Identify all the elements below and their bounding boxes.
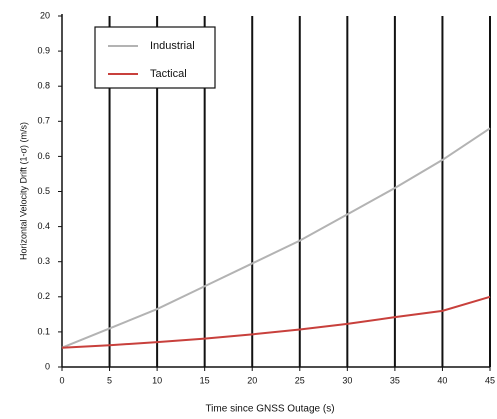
x-tick-label: 45 [485, 375, 495, 385]
x-tick-label: 15 [200, 375, 210, 385]
legend-box [94, 26, 216, 89]
y-tick-label: 0.2 [37, 291, 50, 301]
y-tick-label: 0.3 [37, 256, 50, 266]
y-tick-label: 0.1 [37, 326, 50, 336]
y-tick-label: 0.6 [37, 151, 50, 161]
y-tick-label: 0.8 [37, 81, 50, 91]
x-axis-title: Time since GNSS Outage (s) [205, 404, 334, 415]
y-tick-label: 0.7 [37, 116, 50, 126]
y-tick-label: 0.5 [37, 186, 50, 196]
x-tick-label: 20 [247, 375, 257, 385]
x-tick-label: 5 [107, 375, 112, 385]
y-tick-label: 0 [45, 361, 50, 371]
x-tick-label: 40 [437, 375, 447, 385]
line [61, 295, 491, 349]
line [61, 127, 491, 349]
y-tick-label: 0.4 [37, 221, 50, 231]
x-tick-label: 35 [390, 375, 400, 385]
x-tick-label: 30 [342, 375, 352, 385]
y-axis-title: Horizontal Velocity Drift (1-σ) (m/s) [18, 122, 28, 260]
legend-label: Industrial [150, 40, 195, 52]
legend-label: Tactical [150, 68, 187, 80]
y-tick-label: 20 [40, 10, 50, 20]
y-tick-label: 0.9 [37, 45, 50, 55]
x-tick-label: 0 [59, 375, 64, 385]
x-tick-label: 10 [152, 375, 162, 385]
x-tick-label: 25 [295, 375, 305, 385]
